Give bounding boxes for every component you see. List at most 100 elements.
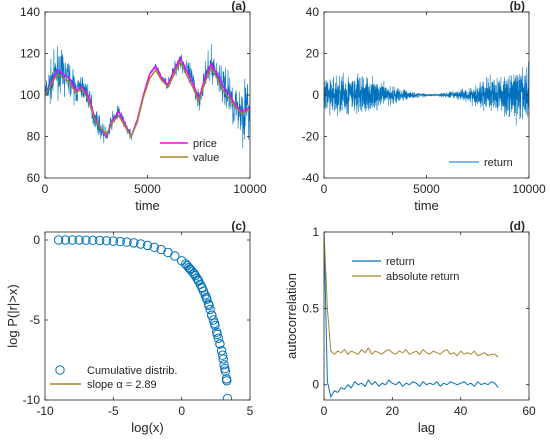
- x-tick-label: 0: [178, 404, 185, 418]
- y-tick-label: 20: [306, 47, 320, 61]
- scatter-point: [202, 294, 212, 304]
- x-tick-label: 5000: [134, 182, 161, 196]
- scatter-point: [218, 354, 228, 364]
- scatter-point: [222, 393, 233, 400]
- x-tick-label: 5000: [413, 182, 440, 196]
- x-tick-label: 0: [321, 182, 328, 196]
- scatter-point: [129, 238, 139, 248]
- scatter-point: [203, 299, 214, 309]
- scatter-point: [67, 235, 78, 245]
- y-tick-label: 60: [27, 171, 41, 185]
- scatter-point: [60, 235, 71, 245]
- scatter-point: [142, 240, 153, 251]
- scatter-point: [108, 236, 119, 246]
- panel-label: (c): [231, 219, 246, 233]
- legend: Cumulative distrib. slope α = 2.89: [50, 365, 177, 391]
- series-line-return: [324, 61, 529, 126]
- x-tick-label: 5: [247, 404, 254, 418]
- scatter-point: [94, 235, 105, 246]
- legend-entry: price: [193, 138, 217, 150]
- x-tick-label: 60: [522, 404, 536, 418]
- scatter-point: [215, 339, 225, 349]
- scatter-point: [190, 271, 201, 281]
- scatter-point: [220, 363, 230, 374]
- x-axis-label: time: [414, 198, 439, 213]
- y-tick-label: -40: [302, 171, 320, 185]
- scatter-point: [221, 374, 232, 384]
- y-tick-label: 1: [312, 225, 319, 239]
- series-line-value: [45, 60, 250, 138]
- scatter-point: [192, 273, 202, 283]
- plot-area: [53, 235, 233, 400]
- scatter-point: [213, 333, 223, 343]
- y-tick-label: -5: [29, 313, 40, 327]
- x-tick-label: 40: [454, 404, 468, 418]
- legend: return: [449, 157, 513, 169]
- legend: price value: [160, 138, 219, 164]
- plot-area: [324, 232, 499, 399]
- panel-label: (b): [510, 0, 525, 13]
- legend-entry: absolute return: [386, 271, 459, 283]
- series-line-0: [324, 232, 499, 399]
- legend-entry: return: [386, 256, 415, 268]
- scatter-point: [74, 235, 84, 245]
- series-line-2: [45, 44, 250, 149]
- legend-entry: return: [484, 157, 513, 169]
- axes-box: [323, 231, 530, 401]
- panel-b: 0 5000 10000 -40 -20 0 20 40 time (b) return: [302, 0, 546, 213]
- x-axis-label: lag: [418, 420, 435, 435]
- x-tick-label: 10000: [233, 182, 267, 196]
- scatter-point: [53, 235, 64, 245]
- y-axis-label: autocorrelation: [284, 273, 299, 359]
- scatter-point: [210, 320, 220, 331]
- x-tick-label: -10: [36, 404, 54, 418]
- scatter-point: [207, 310, 217, 320]
- scatter-point: [115, 236, 125, 247]
- series-line-1: [324, 232, 499, 358]
- scatter-point: [219, 360, 229, 370]
- panel-label: (a): [231, 0, 246, 13]
- scatter-point: [205, 304, 215, 315]
- panel-c: -10 -5 0 5 -10 -5 0 log(x) log P(|r|>x) (c) Cumula…: [5, 219, 254, 435]
- legend-entry: Cumulative distrib.: [87, 365, 177, 377]
- x-tick-label: 0: [321, 404, 328, 418]
- scatter-point: [81, 235, 91, 245]
- legend-swatch: [55, 365, 65, 375]
- scatter-point: [188, 268, 199, 278]
- scatter-point: [211, 327, 222, 337]
- plot-area: [324, 61, 529, 126]
- panel-label: (d): [510, 219, 525, 233]
- y-tick-label: 0: [312, 88, 319, 102]
- y-tick-label: 0: [33, 233, 40, 247]
- scatter-point: [149, 242, 160, 253]
- y-axis-label: log P(|r|>x): [5, 284, 20, 347]
- y-tick-label: 100: [20, 88, 40, 102]
- y-tick-label: 0.5: [302, 301, 319, 315]
- y-tick-label: 0: [312, 378, 319, 392]
- x-axis-label: log(x): [131, 420, 164, 435]
- panel-a: 0 5000 10000 60 80 100 120 140 time (a) price value: [20, 0, 267, 213]
- legend-entry: slope α = 2.89: [87, 379, 157, 391]
- scatter-point: [208, 315, 219, 325]
- y-tick-label: -20: [302, 130, 320, 144]
- series-line-price: [45, 56, 250, 139]
- y-tick-label: -10: [23, 393, 41, 407]
- x-tick-label: -5: [108, 404, 119, 418]
- x-axis-label: time: [135, 198, 160, 213]
- scatter-point: [217, 350, 228, 360]
- scatter-point: [170, 251, 180, 261]
- scatter-point: [88, 235, 98, 246]
- scatter-point: [156, 244, 166, 255]
- y-tick-label: 80: [27, 130, 41, 144]
- scatter-point: [200, 290, 210, 300]
- axes-box: [44, 231, 251, 401]
- scatter-point: [101, 236, 112, 246]
- panel-d: 0 20 40 60 0 0.5 1 lag autocorrelation (d) return a…: [284, 219, 536, 435]
- plot-area: [45, 44, 250, 149]
- y-tick-label: 140: [20, 5, 40, 19]
- scatter-point: [135, 239, 146, 249]
- y-tick-label: 120: [20, 47, 40, 61]
- x-tick-label: 10000: [512, 182, 546, 196]
- x-tick-label: 0: [42, 182, 49, 196]
